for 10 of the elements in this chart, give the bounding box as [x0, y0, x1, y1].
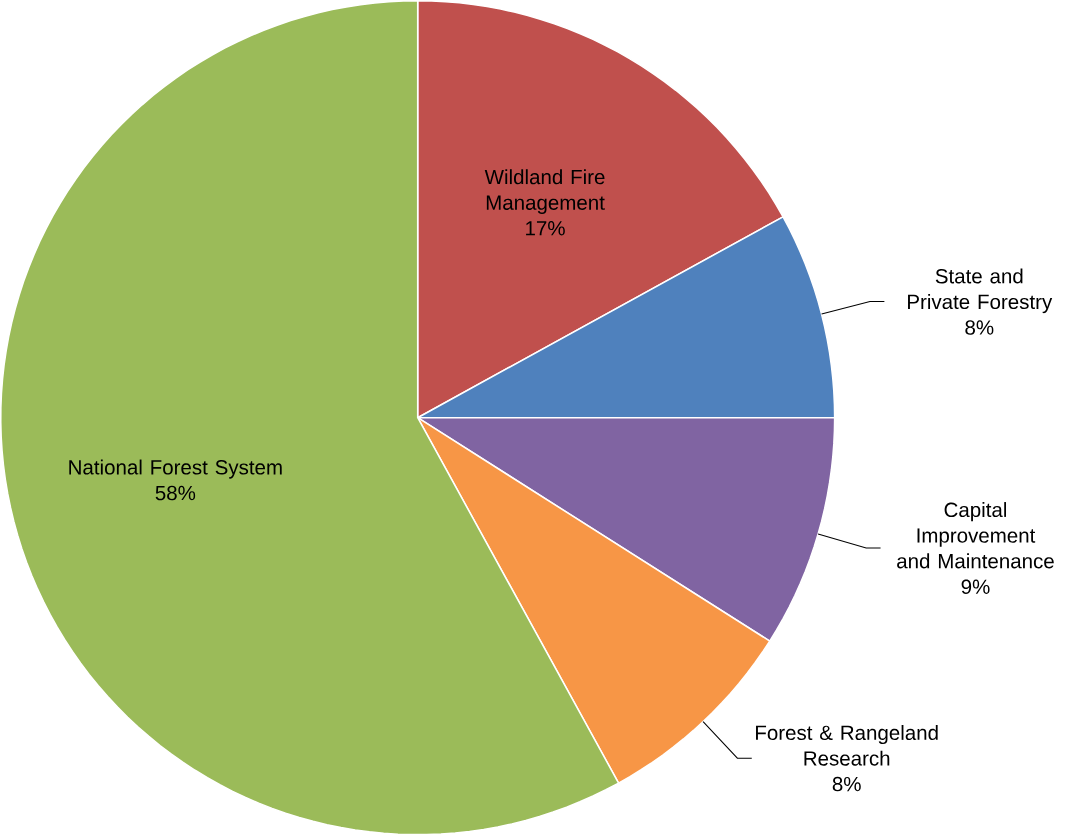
data-label: 8% — [832, 776, 861, 792]
data-label: 8% — [965, 320, 994, 335]
slice-label: National Forest System — [69, 459, 282, 479]
data-label: 17% — [526, 220, 565, 236]
data-label: 58% — [155, 485, 196, 501]
slice-label: Capital Improvement and Maintenance — [897, 501, 1054, 569]
slice-label: Wildland Fire Management — [484, 169, 605, 214]
data-label: 9% — [961, 579, 990, 594]
slice-label: Forest & Rangeland Research — [756, 724, 938, 766]
slice-label: State and Private Forestry — [908, 268, 1053, 313]
